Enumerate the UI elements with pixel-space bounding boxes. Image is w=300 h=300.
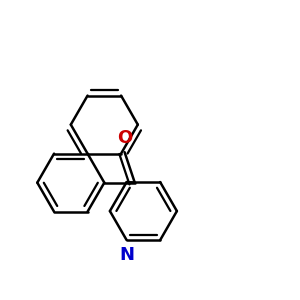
Text: N: N bbox=[119, 246, 134, 264]
Text: O: O bbox=[117, 129, 132, 147]
